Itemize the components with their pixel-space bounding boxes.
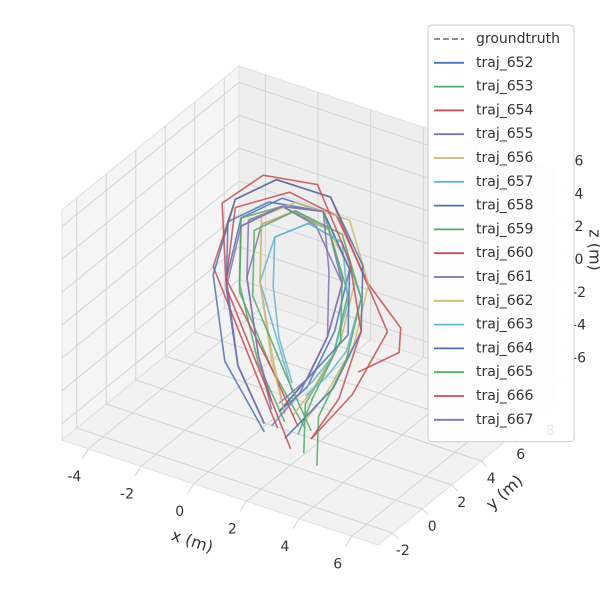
y-tick-label: 4 <box>487 471 496 487</box>
trajectory <box>225 191 402 427</box>
grid-line <box>193 339 371 485</box>
tick-mark <box>451 484 459 492</box>
legend-label: traj_667 <box>476 412 533 428</box>
z-tick-label: -2 <box>572 285 586 301</box>
legend-label: traj_664 <box>476 340 534 356</box>
grid-line <box>61 180 240 326</box>
x-axis-label: x (m) <box>169 525 215 556</box>
x-tick-label: 2 <box>228 521 237 537</box>
tick-mark <box>345 535 353 547</box>
x-tick-label: 4 <box>281 539 290 555</box>
y-tick-label: 2 <box>457 495 466 511</box>
grid-line <box>61 147 240 293</box>
x-tick-label: 0 <box>175 504 184 520</box>
trajectories <box>212 174 402 466</box>
grid-line <box>61 82 240 227</box>
legend-label: traj_655 <box>476 126 533 142</box>
legend-label: traj_652 <box>476 55 533 71</box>
y-tick-label: 6 <box>516 447 525 463</box>
grid-line <box>106 403 423 510</box>
legend-label: traj_665 <box>476 364 533 380</box>
tick-mark <box>187 483 195 495</box>
x-tick-label: 6 <box>333 556 342 572</box>
tick-mark <box>292 518 300 530</box>
grid-line <box>135 379 452 486</box>
legend-label: groundtruth <box>476 31 560 47</box>
z-tick-label: 4 <box>575 186 584 202</box>
legend: groundtruth traj_652 traj_653 traj_654 traj_… <box>427 24 575 443</box>
legend-label: traj_663 <box>476 317 533 333</box>
trajectory <box>212 178 364 439</box>
trajectory <box>225 205 330 427</box>
y-tick-label: -2 <box>396 543 410 559</box>
grid-line <box>61 114 240 260</box>
legend-label: traj_662 <box>476 293 533 309</box>
grid-line <box>61 246 240 392</box>
grid-line <box>61 213 240 359</box>
y-tick-label: 0 <box>428 519 437 535</box>
x-tick-label: -4 <box>67 469 81 485</box>
x-tick-label: -2 <box>120 486 134 502</box>
legend-label: traj_666 <box>476 388 534 404</box>
legend-label: traj_659 <box>476 221 533 237</box>
legend-label: traj_658 <box>476 198 533 214</box>
grid-line <box>140 321 319 467</box>
tick-mark <box>421 508 429 516</box>
legend-label: traj_657 <box>476 174 533 190</box>
tick-mark <box>480 460 488 468</box>
tick-mark <box>134 465 142 477</box>
z-tick-label: 0 <box>575 252 584 268</box>
grid-line <box>61 279 240 424</box>
tick-mark <box>239 500 247 512</box>
z-tick-label: -6 <box>572 351 586 367</box>
legend-label: traj_653 <box>476 79 533 95</box>
z-tick-label: 2 <box>575 219 584 235</box>
z-axis-label: z (m) <box>586 229 600 271</box>
grid-line <box>246 356 424 502</box>
tick-mark <box>392 532 400 540</box>
z-tick-label: 6 <box>575 153 584 169</box>
legend-label: traj_661 <box>476 269 533 285</box>
legend-label: traj_660 <box>476 245 533 261</box>
trajectory <box>251 209 363 466</box>
legend-label: traj_656 <box>476 150 534 166</box>
grid-line <box>88 304 266 450</box>
grid-line <box>76 427 393 534</box>
legend-box <box>427 24 575 443</box>
trajectory <box>221 174 363 450</box>
z-tick-label: -4 <box>572 318 586 334</box>
legend-label: traj_654 <box>476 102 534 118</box>
tick-mark <box>81 448 89 460</box>
